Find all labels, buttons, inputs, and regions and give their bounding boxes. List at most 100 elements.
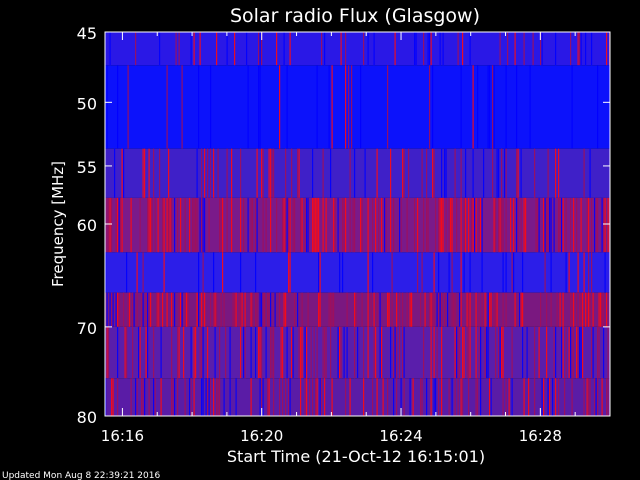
heatmap-stripe — [270, 148, 272, 198]
heatmap-stripe — [288, 378, 290, 416]
heatmap-stripe — [319, 378, 321, 416]
heatmap-stripe — [198, 65, 200, 149]
heatmap-stripe — [291, 148, 293, 198]
heatmap-stripe — [204, 148, 206, 198]
heatmap-stripe — [234, 292, 236, 327]
heatmap-stripe — [285, 378, 287, 416]
heatmap-stripe — [589, 148, 591, 198]
heatmap-stripe — [142, 292, 144, 327]
heatmap-stripe — [597, 378, 599, 416]
heatmap-stripe — [399, 326, 401, 379]
heatmap-stripe — [145, 292, 147, 327]
heatmap-stripe — [345, 378, 347, 416]
heatmap-stripe — [400, 197, 402, 253]
heatmap-stripe — [106, 326, 108, 379]
heatmap-stripe — [279, 378, 281, 416]
heatmap-stripe — [240, 292, 242, 327]
heatmap-stripe — [322, 197, 324, 253]
heatmap-stripe — [375, 197, 377, 253]
heatmap-stripe — [318, 252, 320, 293]
heatmap-stripe — [514, 292, 516, 327]
heatmap-stripe — [534, 378, 536, 416]
heatmap-stripe — [478, 292, 480, 327]
heatmap-stripe — [202, 292, 204, 327]
heatmap-stripe — [532, 32, 534, 66]
heatmap-stripe — [115, 292, 117, 327]
heatmap-stripe — [259, 292, 261, 327]
heatmap-stripe — [354, 292, 356, 327]
heatmap-stripe — [601, 292, 603, 327]
heatmap-stripe — [144, 148, 146, 198]
heatmap-stripe — [396, 378, 398, 416]
heatmap-stripe — [414, 197, 416, 253]
heatmap-stripe — [159, 32, 161, 66]
heatmap-stripe — [210, 65, 212, 149]
heatmap-stripe — [580, 32, 582, 66]
heatmap-stripe — [430, 326, 432, 379]
heatmap-stripe — [322, 326, 324, 379]
heatmap-stripe — [222, 252, 224, 293]
heatmap-stripe — [448, 252, 450, 293]
heatmap-stripe — [432, 65, 434, 149]
heatmap-stripe — [556, 292, 558, 327]
heatmap-stripe — [606, 378, 608, 416]
heatmap-stripe — [226, 32, 228, 66]
heatmap-stripe — [414, 32, 416, 66]
heatmap-stripe — [279, 292, 281, 327]
heatmap-stripe — [591, 326, 593, 379]
heatmap-stripe — [304, 378, 306, 416]
heatmap-stripe — [324, 32, 326, 66]
heatmap-stripe — [259, 378, 261, 416]
heatmap-stripe — [528, 378, 530, 416]
heatmap-stripe — [301, 326, 303, 379]
heatmap-stripe — [258, 326, 260, 379]
heatmap-stripe — [412, 378, 414, 416]
heatmap-stripe — [213, 378, 215, 416]
heatmap-stripe — [505, 292, 507, 327]
heatmap-stripe — [121, 148, 123, 198]
heatmap-stripe — [406, 197, 408, 253]
heatmap-stripe — [525, 197, 527, 253]
heatmap-stripe — [522, 326, 524, 379]
y-axis: 45 50 55 60 70 80 — [77, 24, 610, 427]
heatmap-stripe — [505, 378, 507, 416]
heatmap-stripe — [372, 252, 374, 293]
heatmap-stripe — [402, 326, 404, 379]
heatmap-stripe — [316, 378, 318, 416]
heatmap-stripe — [328, 292, 330, 327]
heatmap-stripe — [286, 65, 288, 149]
heatmap-stripe — [589, 292, 591, 327]
heatmap-stripe — [469, 252, 471, 293]
heatmap-stripe — [547, 378, 549, 416]
heatmap-stripe — [385, 197, 387, 253]
heatmap-stripe — [157, 197, 159, 253]
heatmap-stripe — [426, 197, 428, 253]
heatmap-stripe — [217, 378, 219, 416]
heatmap-stripe — [220, 197, 222, 253]
heatmap-stripe — [373, 32, 375, 66]
heatmap-stripe — [546, 292, 548, 327]
heatmap-stripe — [579, 292, 581, 327]
heatmap-stripe — [475, 197, 477, 253]
heatmap-stripe — [439, 292, 441, 327]
heatmap-stripe — [216, 378, 218, 416]
heatmap-stripe — [516, 148, 518, 198]
heatmap-stripe — [240, 252, 242, 293]
heatmap-stripe — [504, 148, 506, 198]
heatmap-stripe — [451, 378, 453, 416]
heatmap-stripe — [373, 292, 375, 327]
heatmap-stripe — [523, 378, 525, 416]
heatmap-stripe — [349, 378, 351, 416]
heatmap-stripe — [501, 148, 503, 198]
heatmap-stripe — [403, 326, 405, 379]
heatmap-stripe — [286, 326, 288, 379]
x-axis: 16:16 16:20 16:24 16:28 — [101, 32, 611, 445]
heatmap-stripe — [558, 148, 560, 198]
heatmap-stripe — [229, 326, 231, 379]
heatmap-stripe — [402, 292, 404, 327]
y-axis-label: Frequency [MHz] — [49, 161, 67, 287]
heatmap-stripe — [346, 292, 348, 327]
heatmap-stripe — [139, 326, 141, 379]
heatmap-stripe — [183, 326, 185, 379]
heatmap-stripe — [546, 326, 548, 379]
